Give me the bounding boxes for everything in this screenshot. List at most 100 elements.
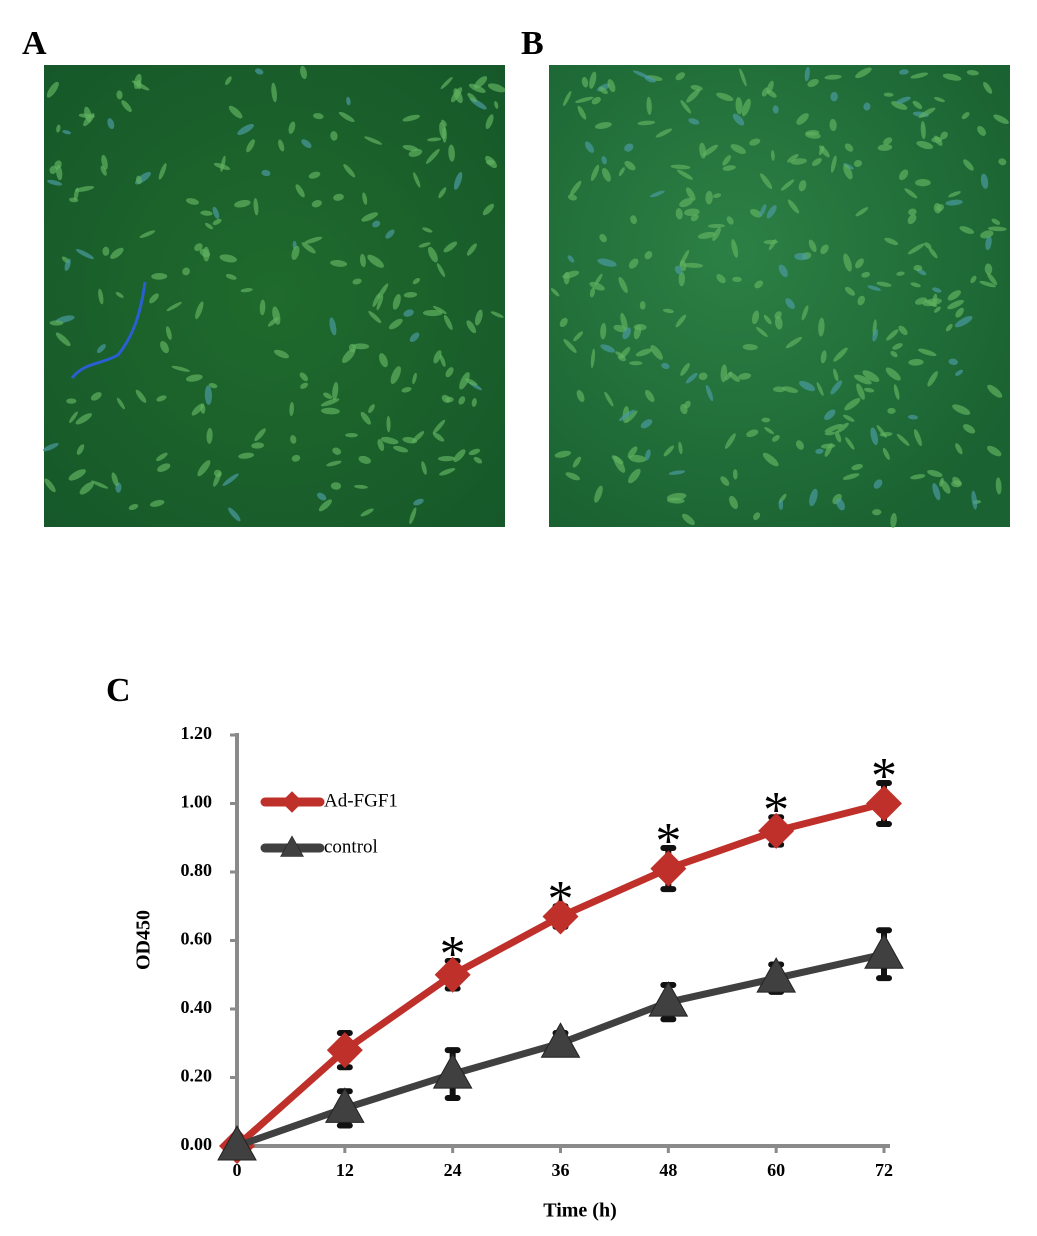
cell bbox=[808, 239, 817, 252]
cell bbox=[879, 432, 893, 437]
cell bbox=[494, 100, 499, 109]
cell bbox=[466, 320, 477, 334]
cell bbox=[482, 203, 494, 216]
cell bbox=[675, 314, 687, 328]
cell bbox=[702, 144, 718, 157]
cell bbox=[422, 227, 433, 233]
cell bbox=[910, 474, 926, 480]
cell bbox=[855, 207, 869, 217]
cell bbox=[705, 190, 713, 205]
cell bbox=[829, 118, 837, 132]
cell bbox=[986, 445, 1002, 457]
cell bbox=[749, 138, 761, 146]
panel-label: A bbox=[22, 25, 47, 62]
cell bbox=[151, 273, 168, 280]
cell bbox=[565, 472, 580, 481]
cell bbox=[705, 384, 714, 402]
cell bbox=[295, 184, 305, 198]
cell bbox=[896, 96, 911, 104]
cell bbox=[157, 463, 171, 472]
point bbox=[758, 812, 795, 849]
cell bbox=[390, 366, 401, 385]
cell bbox=[952, 404, 971, 415]
cell bbox=[618, 276, 628, 294]
cell bbox=[763, 314, 772, 325]
cell bbox=[317, 492, 327, 501]
cell bbox=[98, 288, 104, 305]
cell bbox=[915, 179, 931, 187]
cell bbox=[833, 347, 848, 362]
cell bbox=[678, 441, 683, 455]
cell bbox=[907, 414, 918, 420]
cell bbox=[438, 187, 447, 199]
cell bbox=[728, 372, 740, 382]
annotation: * bbox=[763, 782, 789, 839]
cell bbox=[910, 72, 929, 79]
cell bbox=[750, 209, 762, 218]
cell bbox=[195, 301, 204, 320]
cell bbox=[353, 484, 368, 489]
point bbox=[542, 898, 579, 935]
y-tick-label: 1.00 bbox=[181, 792, 213, 812]
cell bbox=[948, 358, 958, 365]
cell bbox=[947, 290, 962, 301]
cell bbox=[200, 404, 206, 414]
cell bbox=[220, 155, 226, 172]
cell bbox=[761, 87, 769, 97]
cell bbox=[732, 113, 745, 126]
cell bbox=[445, 396, 454, 403]
cell bbox=[212, 206, 220, 219]
cell bbox=[785, 336, 803, 349]
cell bbox=[412, 277, 421, 285]
cell bbox=[254, 428, 266, 442]
cell bbox=[945, 199, 963, 206]
cell bbox=[471, 398, 477, 407]
cell bbox=[135, 389, 147, 403]
cell bbox=[955, 443, 963, 455]
cell bbox=[156, 395, 167, 402]
cell bbox=[771, 435, 780, 442]
cell bbox=[809, 488, 818, 507]
cell bbox=[644, 449, 651, 461]
cell bbox=[171, 365, 190, 372]
cell bbox=[487, 83, 506, 93]
cell bbox=[442, 126, 447, 143]
x-tick-label: 24 bbox=[444, 1160, 462, 1180]
cell bbox=[271, 82, 277, 103]
cell bbox=[44, 478, 56, 493]
cell bbox=[448, 144, 455, 162]
cell bbox=[131, 80, 150, 91]
panel-label: C bbox=[106, 672, 131, 709]
cell bbox=[312, 113, 324, 120]
cell bbox=[722, 155, 731, 166]
cell bbox=[961, 112, 970, 120]
cell bbox=[683, 262, 704, 268]
cell bbox=[377, 439, 385, 451]
cell bbox=[421, 461, 427, 475]
cell bbox=[998, 158, 1007, 166]
cell bbox=[200, 210, 213, 216]
cell bbox=[844, 286, 856, 296]
cell bbox=[115, 291, 124, 298]
cell bbox=[824, 423, 843, 433]
cell bbox=[299, 372, 308, 382]
cell bbox=[333, 193, 344, 201]
cell bbox=[668, 470, 686, 475]
cell bbox=[670, 164, 691, 170]
cell bbox=[754, 280, 764, 289]
cell bbox=[766, 205, 777, 219]
cell bbox=[90, 392, 102, 401]
cell bbox=[194, 243, 203, 252]
cell bbox=[931, 136, 943, 143]
cell bbox=[780, 179, 795, 191]
cell bbox=[782, 386, 799, 393]
cell bbox=[451, 87, 463, 103]
cell bbox=[326, 460, 342, 467]
cell bbox=[585, 141, 594, 153]
cell bbox=[445, 367, 454, 378]
cell bbox=[567, 255, 575, 263]
cell bbox=[729, 495, 739, 510]
cell bbox=[836, 422, 849, 433]
cell bbox=[662, 308, 674, 314]
